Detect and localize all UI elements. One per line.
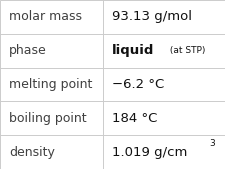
Text: (at STP): (at STP) bbox=[166, 46, 204, 55]
Text: boiling point: boiling point bbox=[9, 112, 86, 125]
Text: phase: phase bbox=[9, 44, 47, 57]
Text: melting point: melting point bbox=[9, 78, 92, 91]
Text: liquid: liquid bbox=[111, 44, 154, 57]
Text: 1.019 g/cm: 1.019 g/cm bbox=[111, 146, 187, 159]
Text: 93.13 g/mol: 93.13 g/mol bbox=[111, 10, 191, 23]
Text: density: density bbox=[9, 146, 55, 159]
Text: molar mass: molar mass bbox=[9, 10, 82, 23]
Text: 184 °C: 184 °C bbox=[111, 112, 157, 125]
Text: 3: 3 bbox=[208, 139, 214, 148]
Text: −6.2 °C: −6.2 °C bbox=[111, 78, 163, 91]
